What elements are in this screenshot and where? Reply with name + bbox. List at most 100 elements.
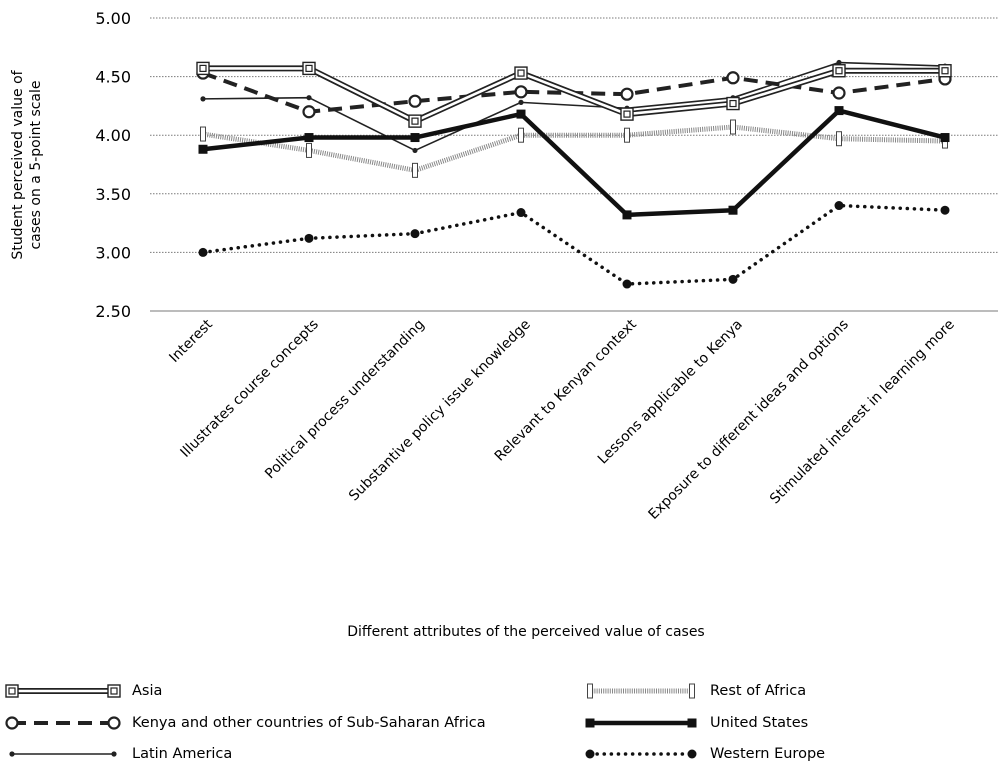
data-point: [726, 96, 740, 111]
data-point: [196, 61, 210, 76]
data-point: [516, 109, 526, 119]
series-line: [202, 108, 946, 218]
legend-item: Asia: [4, 680, 162, 702]
data-point: [410, 133, 420, 143]
data-point: [302, 105, 316, 119]
legend-label: United States: [710, 715, 809, 731]
data-point: [940, 205, 950, 215]
data-point: [304, 133, 314, 143]
data-point: [726, 71, 740, 85]
y-tick-label: 5.00: [95, 9, 131, 28]
y-axis-ticks: 2.50 3.00 3.50 4.00 4.50 5.00: [95, 9, 131, 321]
data-point: [689, 683, 695, 699]
data-point: [728, 205, 738, 215]
y-tick-label: 3.00: [95, 243, 131, 262]
data-point: [518, 99, 524, 105]
data-point: [836, 59, 842, 66]
legend-label: Kenya and other countries of Sub-Saharan…: [132, 715, 486, 731]
data-point: [836, 131, 842, 147]
data-point: [408, 94, 422, 108]
data-point: [687, 718, 697, 728]
x-tick-label: Substantive policy issue knowledge: [346, 317, 534, 505]
data-point: [622, 210, 632, 220]
data-point: [518, 127, 524, 143]
x-tick-label: Exposure to different ideas and options: [646, 317, 852, 523]
series-line: [202, 61, 946, 152]
data-point: [107, 716, 121, 730]
y-tick-label: 4.50: [95, 68, 131, 87]
data-point: [832, 64, 846, 78]
legend-swatch: [585, 749, 697, 759]
data-point: [412, 147, 418, 154]
y-tick-label: 3.50: [95, 185, 131, 204]
x-tick-label: Interest: [166, 316, 216, 366]
data-point: [200, 96, 206, 102]
legend-label: Asia: [132, 683, 163, 699]
data-point: [306, 95, 312, 101]
series-united-states: [198, 106, 950, 220]
legend-swatch: [585, 718, 697, 728]
data-point: [832, 86, 846, 100]
legend-label: Western Europe: [710, 746, 826, 762]
legend-swatch: [9, 751, 117, 757]
data-point: [834, 201, 844, 211]
data-point: [587, 683, 593, 699]
data-point: [111, 751, 117, 757]
data-point: [622, 279, 632, 289]
line-chart: 2.50 3.00 3.50 4.00 4.50 5.00 InterestIllustr…: [10, 9, 998, 640]
legend-item: Rest of Africa: [582, 680, 806, 702]
data-point: [410, 229, 420, 239]
series-line: [202, 124, 946, 173]
legend-item: Latin America: [4, 743, 232, 765]
y-tick-label: 2.50: [95, 302, 131, 321]
data-point: [624, 127, 630, 143]
data-point: [730, 119, 736, 135]
data-point: [306, 142, 312, 158]
data-point: [940, 133, 950, 143]
data-point: [620, 87, 634, 101]
legend-item: Western Europe: [582, 743, 825, 765]
data-point: [728, 274, 738, 284]
data-point: [5, 684, 19, 698]
data-point: [585, 718, 595, 728]
legend-swatch: [587, 683, 695, 699]
series-western-europe: [198, 201, 950, 289]
gridlines: [150, 17, 998, 312]
data-point: [516, 208, 526, 218]
legend: Asia Kenya and other countries of Sub-Sah…: [0, 676, 998, 769]
series-line-inner: [203, 67, 945, 123]
data-point: [412, 162, 418, 178]
legend-swatch: [5, 684, 121, 698]
data-point: [5, 716, 19, 730]
legend-item: Kenya and other countries of Sub-Saharan…: [4, 712, 486, 734]
data-point: [198, 144, 208, 154]
legend-item: United States: [582, 712, 808, 734]
legend-label: Latin America: [132, 746, 233, 762]
data-point: [107, 684, 121, 698]
y-tick-label: 4.00: [95, 126, 131, 145]
y-axis-title-line-2: cases on a 5-point scale: [28, 80, 44, 249]
data-point: [304, 233, 314, 243]
data-point: [9, 751, 15, 757]
data-point: [834, 106, 844, 116]
data-point: [514, 66, 528, 80]
legend-label: Rest of Africa: [710, 683, 807, 699]
series-group: [196, 59, 952, 289]
legend-swatch: [5, 716, 121, 730]
data-point: [585, 749, 595, 759]
data-point: [938, 64, 952, 78]
x-axis-title: Different attributes of the perceived va…: [347, 624, 704, 640]
data-point: [687, 749, 697, 759]
series-asia: [196, 61, 952, 128]
data-point: [198, 247, 208, 257]
data-point: [302, 61, 316, 76]
series-line: [201, 203, 947, 286]
series-rest-of-africa: [200, 119, 948, 178]
data-point: [514, 85, 528, 99]
data-point: [408, 114, 422, 128]
x-tick-label: Stimulated interest in learning more: [767, 317, 958, 508]
data-point: [200, 126, 206, 142]
y-axis-title-line-1: Student perceived value of: [10, 69, 26, 259]
data-point: [620, 107, 634, 121]
